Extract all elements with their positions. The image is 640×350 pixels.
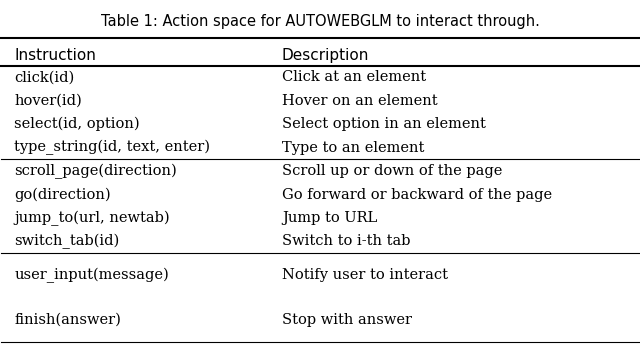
Text: type_string(id, text, enter): type_string(id, text, enter) xyxy=(14,140,210,155)
Text: user_input(message): user_input(message) xyxy=(14,268,169,283)
Text: finish(answer): finish(answer) xyxy=(14,313,121,327)
Text: Scroll up or down of the page: Scroll up or down of the page xyxy=(282,164,502,178)
Text: go(direction): go(direction) xyxy=(14,187,111,202)
Text: hover(id): hover(id) xyxy=(14,94,82,108)
Text: Switch to i-th tab: Switch to i-th tab xyxy=(282,234,410,248)
Text: switch_tab(id): switch_tab(id) xyxy=(14,234,120,249)
Text: Description: Description xyxy=(282,48,369,63)
Text: select(id, option): select(id, option) xyxy=(14,117,140,131)
Text: Table 1: Action space for AUTOWEBGLM to interact through.: Table 1: Action space for AUTOWEBGLM to … xyxy=(100,14,540,29)
Text: Select option in an element: Select option in an element xyxy=(282,117,486,131)
Text: scroll_page(direction): scroll_page(direction) xyxy=(14,163,177,179)
Text: Instruction: Instruction xyxy=(14,48,96,63)
Text: Hover on an element: Hover on an element xyxy=(282,94,437,108)
Text: Click at an element: Click at an element xyxy=(282,70,426,84)
Text: Jump to URL: Jump to URL xyxy=(282,211,377,225)
Text: Stop with answer: Stop with answer xyxy=(282,313,412,327)
Text: jump_to(url, newtab): jump_to(url, newtab) xyxy=(14,210,170,226)
Text: click(id): click(id) xyxy=(14,70,74,84)
Text: Go forward or backward of the page: Go forward or backward of the page xyxy=(282,188,552,202)
Text: Type to an element: Type to an element xyxy=(282,141,424,155)
Text: Notify user to interact: Notify user to interact xyxy=(282,268,448,282)
